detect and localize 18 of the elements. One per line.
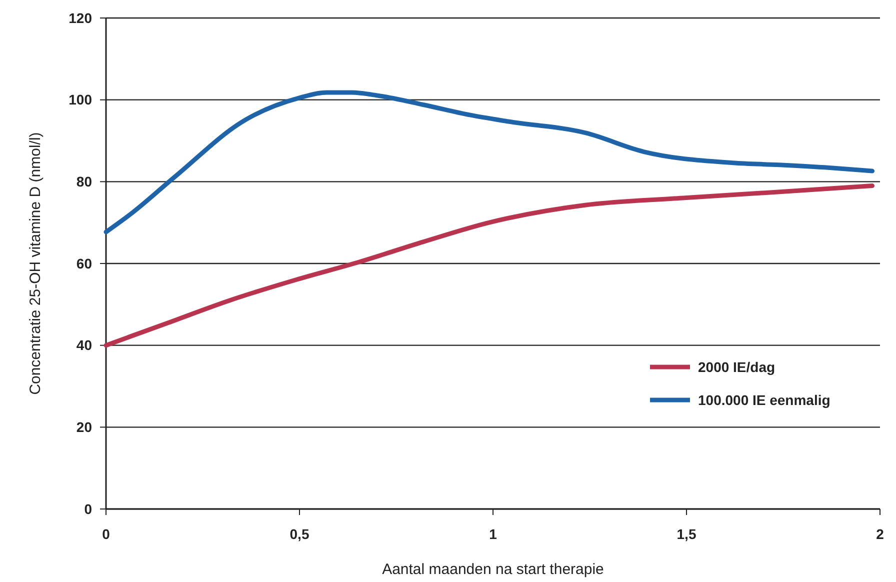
y-tick-label: 20: [76, 419, 92, 436]
line-series: [104, 184, 875, 348]
y-tick-label: 100: [68, 92, 92, 108]
x-tick-label: 1,5: [676, 526, 696, 542]
y-tick-label: 40: [76, 337, 92, 354]
y-tick-label: 80: [76, 174, 92, 190]
x-tick-label: 0,5: [290, 526, 310, 542]
x-tick-label: 2: [876, 526, 884, 542]
x-tick-label: 0: [102, 526, 110, 542]
x-axis-title: Aantal maanden na start therapie: [382, 561, 604, 578]
y-tick-label: 60: [76, 255, 92, 272]
line-series: [104, 90, 875, 234]
y-tick-label: 0: [84, 500, 92, 517]
x-tick-label: 1: [489, 526, 498, 542]
legend-label: 100.000 IE eenmalig: [698, 392, 830, 408]
y-axis-title: Concentratie 25-OH vitamine D (nmol/l): [27, 132, 44, 395]
legend-label: 2000 IE/dag: [698, 358, 776, 375]
y-tick-label: 120: [68, 10, 92, 26]
